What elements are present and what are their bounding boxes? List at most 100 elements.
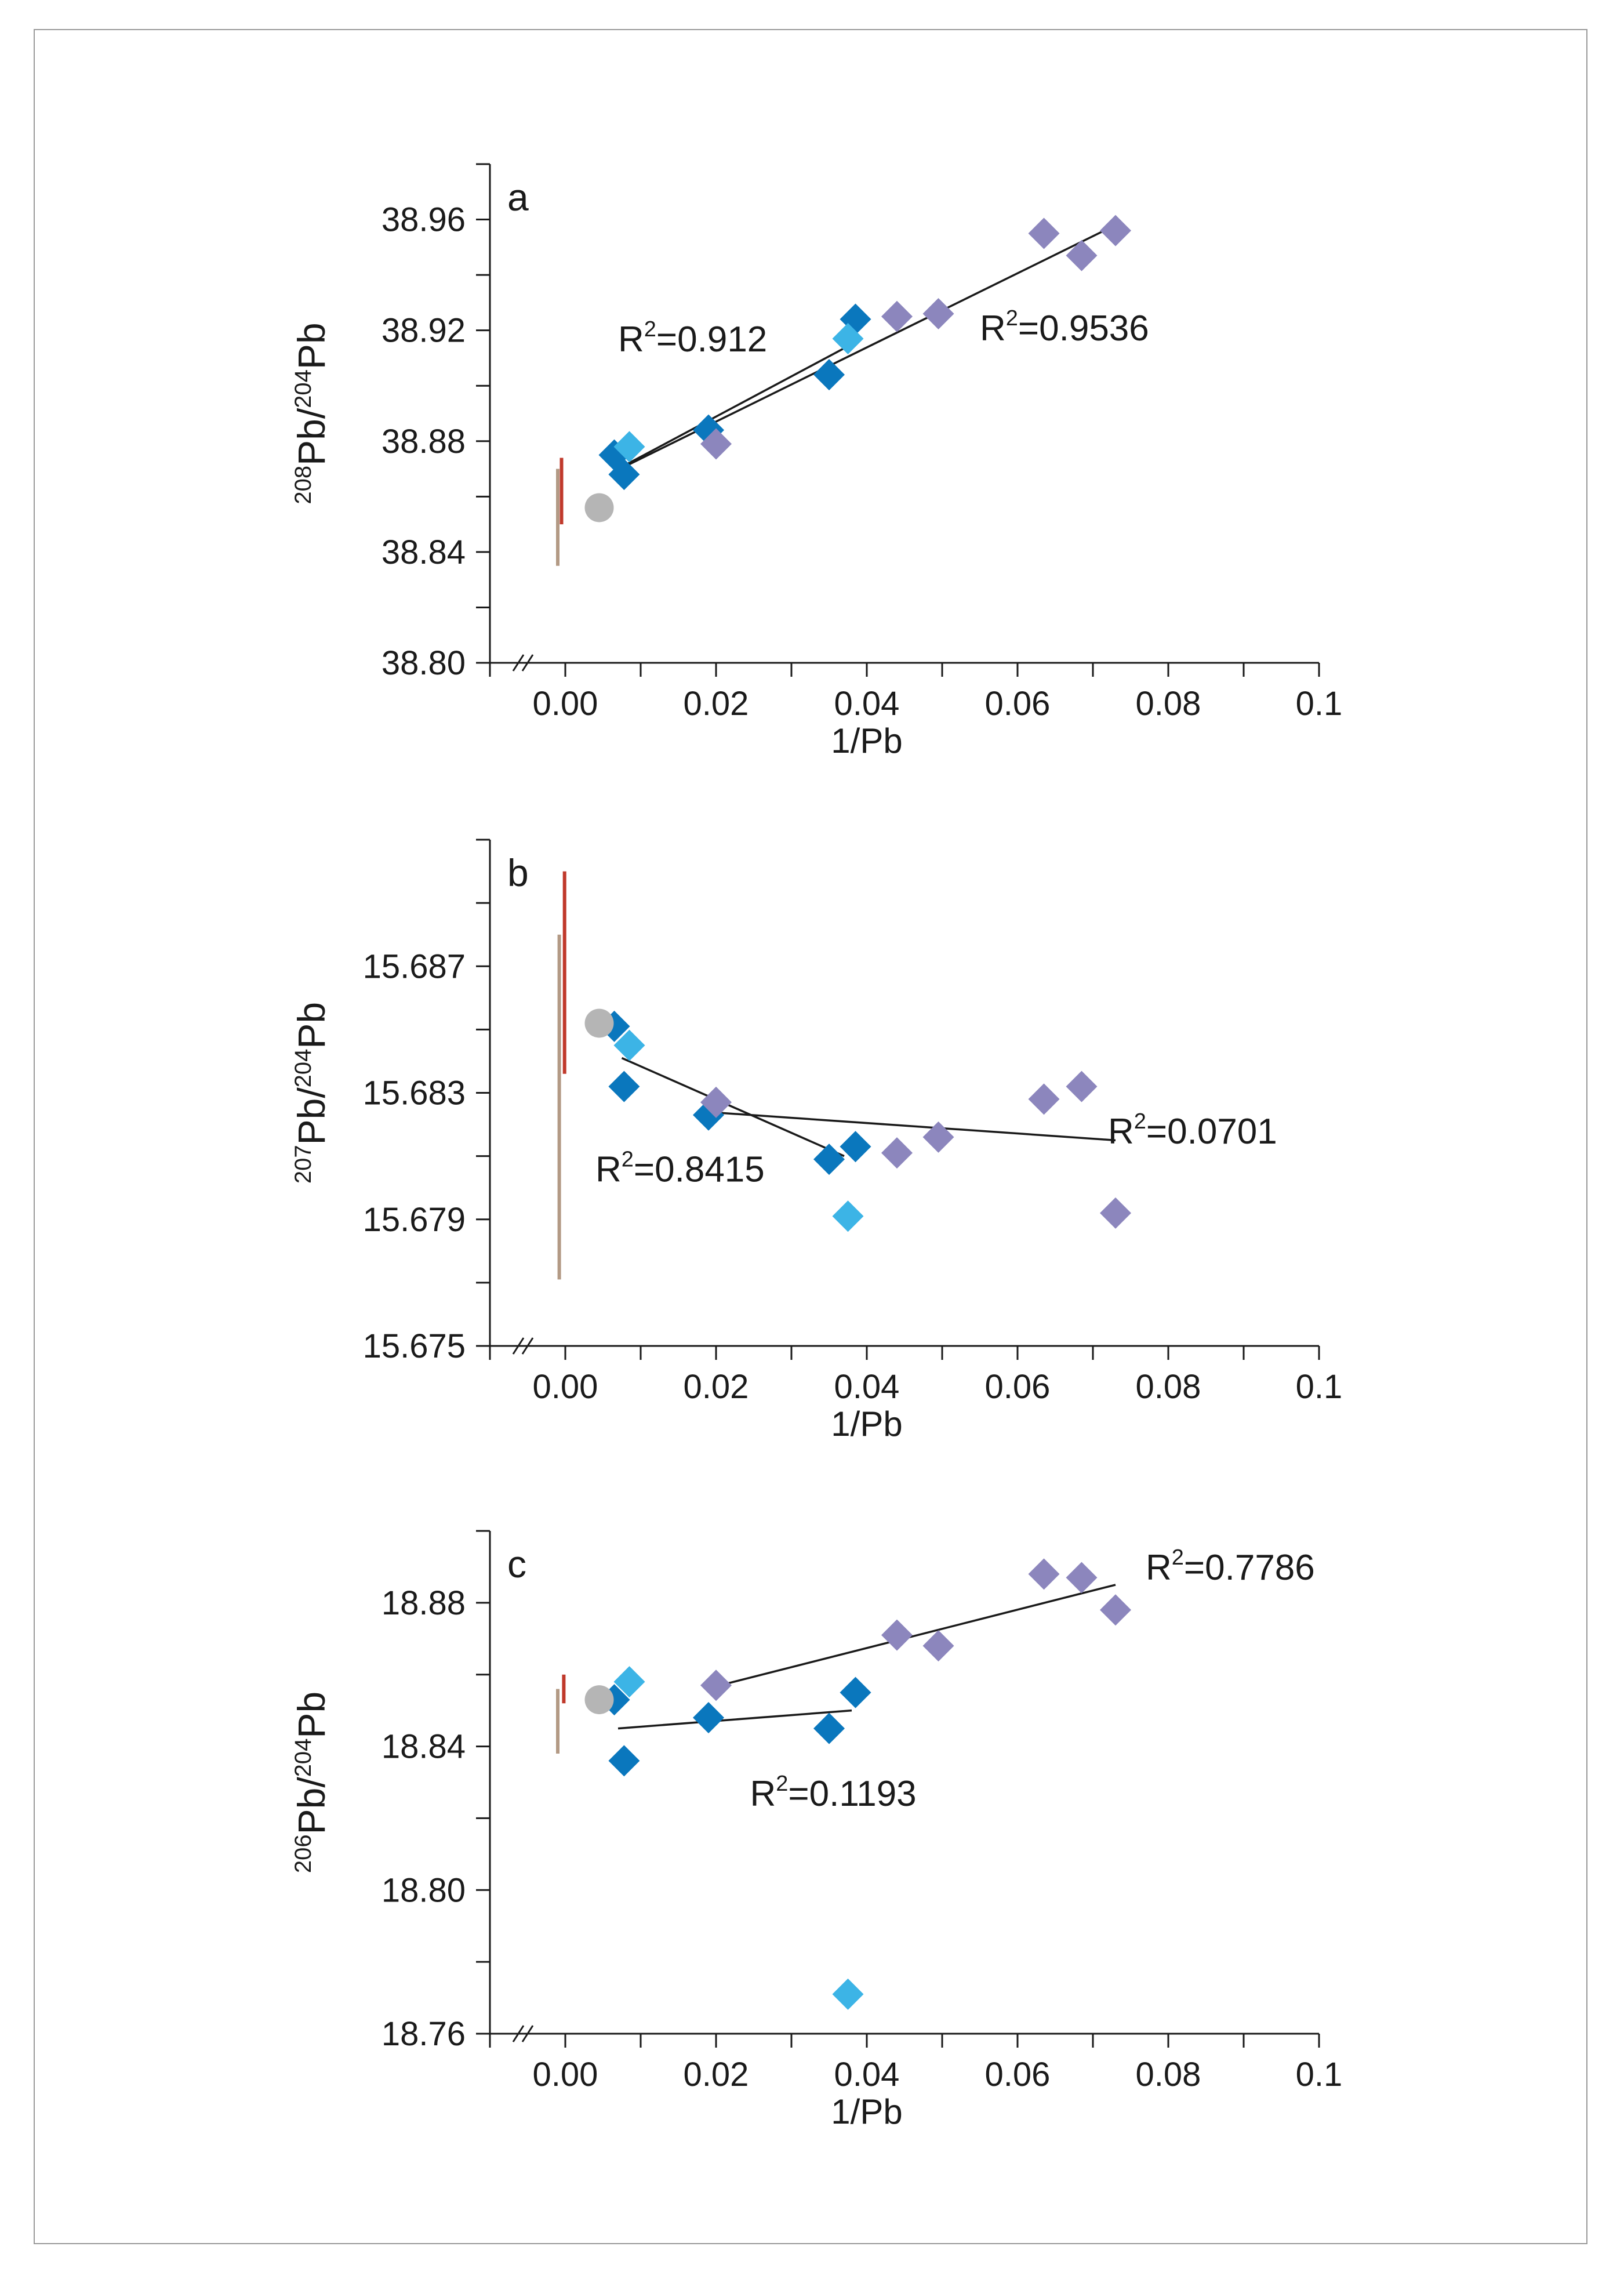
y-axis-label: 208Pb/204Pb [290,322,333,504]
y-tick-label: 15.675 [363,1327,466,1365]
data-point-light-blue [613,431,645,463]
data-point-dark-blue [840,1676,871,1708]
data-point-purple [700,1670,732,1701]
y-tick-label: 15.679 [363,1201,466,1239]
r-squared-label: R2=0.9536 [980,306,1149,349]
x-tick-label: 0.1 [1296,2056,1343,2093]
y-axis-label-text: Pb [290,322,333,369]
data-point-dark-blue [813,359,845,391]
data-point-purple [922,1630,954,1662]
r-squared-superscript: 2 [1172,1545,1184,1570]
data-point-dark-blue [840,1131,871,1163]
x-tick-label: 0.04 [834,2056,900,2093]
data-point-dark-blue [693,1702,724,1734]
r-squared-label: R2=0.0701 [1108,1109,1277,1152]
x-tick-label: 0.1 [1296,1368,1343,1406]
y-tick-label: 15.683 [363,1075,466,1112]
y-tick-label: 18.84 [382,1728,466,1766]
chart-panel-a: 38.80 38.84 38.88 38.92 38.96 0.00 0.02 0.04 0.0… [290,163,1343,760]
data-point-purple [1100,1594,1131,1626]
figure-frame [34,29,1587,2244]
data-point-purple [1028,1083,1060,1115]
axis-break-mark [512,654,525,672]
trend-line [720,1584,1116,1686]
chart-panel-c: 18.76 18.80 18.84 18.88 0.00 0.02 0.04 0.06 0.08… [290,1530,1343,2131]
y-axis-label-text: Pb [290,1692,333,1739]
r-squared-label: R2=0.7786 [1146,1545,1315,1588]
y-axis-label-text: Pb/ [290,1087,333,1145]
x-tick-label: 0.08 [1136,1368,1201,1406]
data-point-purple [1100,1197,1131,1229]
y-axis-label-superscript: 204 [290,1049,316,1088]
r-squared-superscript: 2 [776,1772,788,1796]
data-point-gray [584,493,614,522]
r-squared-label: R2=0.1193 [750,1772,917,1814]
r-squared-value: =0.8415 [634,1149,765,1189]
x-tick-label: 0.02 [684,2056,749,2093]
y-tick-label: 38.80 [382,644,466,682]
x-axis-label: 1/Pb [831,721,902,760]
data-point-purple [1100,215,1131,246]
x-tick-label: 0.02 [684,1368,749,1406]
y-tick-label: 18.80 [382,1871,466,1909]
r-squared-value: =0.9536 [1018,309,1149,349]
trend-line [617,1709,852,1730]
axis-break-mark [521,654,534,672]
panel-letter: c [507,1543,526,1585]
data-point-light-blue [832,1978,864,2010]
y-axis-label: 206Pb/204Pb [290,1692,333,1873]
trend-line [617,343,852,470]
r-squared-superscript: 2 [1134,1109,1146,1134]
x-tick-label: 0.02 [684,685,749,723]
y-tick-label: 38.84 [382,534,466,571]
data-point-purple [922,298,954,329]
data-point-dark-blue [608,1070,640,1102]
r-squared-superscript: 2 [644,317,656,342]
x-axis-label: 1/Pb [831,1405,902,1443]
x-tick-label: 0.00 [533,2056,598,2093]
data-point-purple [881,1137,913,1169]
x-tick-label: 0.06 [985,685,1051,723]
y-axis-label-superscript: 208 [290,466,316,505]
y-axis-label: 207Pb/204Pb [290,1002,333,1184]
r-squared-r: R [595,1149,622,1189]
data-point-dark-blue [608,1745,640,1777]
x-tick-label: 0.1 [1296,685,1343,723]
axis-break-mark [512,1337,525,1355]
trend-line [621,1057,845,1157]
data-point-dark-blue [608,459,640,491]
x-tick-label: 0.04 [834,1368,900,1406]
r-squared-r: R [1146,1548,1172,1588]
x-tick-label: 0.04 [834,685,900,723]
y-axis-label-superscript: 206 [290,1834,316,1873]
x-tick-label: 0.06 [985,2056,1051,2093]
data-point-light-blue [613,1029,645,1061]
data-point-gray [584,1685,614,1715]
data-point-light-blue [832,1200,864,1232]
y-axis-label-text: Pb/ [290,408,333,466]
axis-break-mark [512,2025,525,2042]
r-squared-superscript: 2 [1006,306,1018,331]
data-point-light-blue [832,323,864,354]
y-axis-label-superscript: 204 [290,1739,316,1777]
data-point-purple [1066,1562,1098,1594]
y-axis-label-text: Pb/ [290,1777,333,1835]
data-point-purple [1066,1070,1098,1102]
trend-line [704,1111,1116,1142]
data-point-gray [584,1008,614,1038]
data-point-purple [881,1619,913,1651]
y-tick-label: 38.88 [382,423,466,460]
y-tick-label: 18.76 [382,2015,466,2053]
data-point-purple [881,300,913,332]
data-point-purple [1066,239,1098,271]
y-tick-label: 38.92 [382,312,466,350]
r-squared-label: R2=0.8415 [595,1147,765,1189]
panel-letter: a [507,176,529,219]
data-point-dark-blue [813,1712,845,1744]
r-squared-label: R2=0.912 [618,317,767,360]
x-tick-label: 0.06 [985,1368,1051,1406]
y-tick-label: 15.687 [363,948,466,985]
y-tick-label: 38.96 [382,201,466,239]
r-squared-superscript: 2 [622,1147,634,1171]
r-squared-r: R [1108,1112,1134,1152]
